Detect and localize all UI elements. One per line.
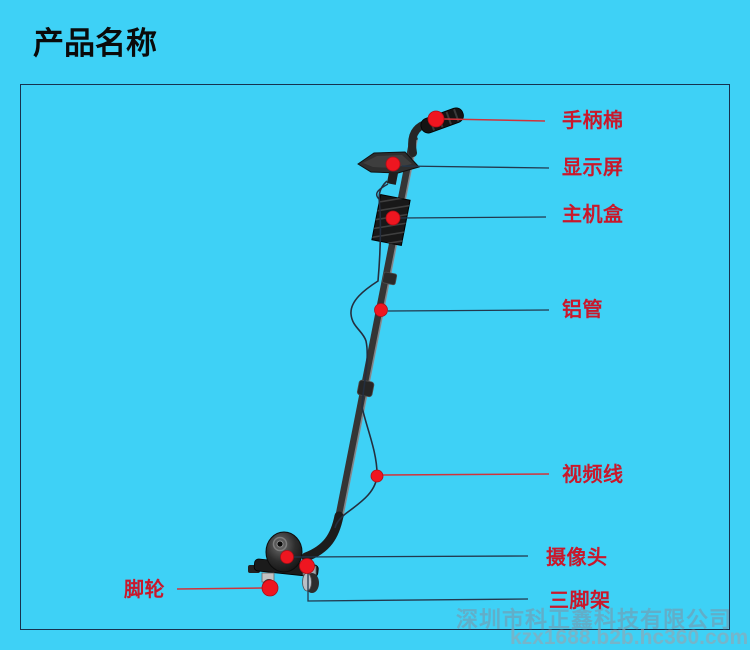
label-aluminum-tube: 铝管 bbox=[562, 299, 603, 321]
label-main-unit-box: 主机盒 bbox=[562, 204, 624, 226]
label-handle-foam: 手柄棉 bbox=[562, 110, 624, 132]
product-panel bbox=[20, 84, 730, 630]
marker-dot-camera-head bbox=[280, 550, 294, 564]
callout-line-aluminum-tube bbox=[387, 309, 550, 312]
video-cable-path bbox=[334, 180, 388, 529]
page-title: 产品名称 bbox=[33, 26, 157, 61]
watermark-company-name: 深圳市科正鑫科技有限公司 bbox=[456, 607, 733, 632]
callout-line-caster-wheel bbox=[176, 587, 265, 590]
marker-dot-video-cable bbox=[370, 469, 384, 483]
label-display-screen: 显示屏 bbox=[562, 157, 624, 179]
label-video-cable: 视频线 bbox=[562, 464, 624, 486]
marker-dot-aluminum-tube bbox=[374, 303, 388, 317]
watermark-url: kzx1688.b2b.hc360.com bbox=[510, 626, 749, 649]
callout-line-video-cable bbox=[382, 473, 550, 476]
pole-joint-clamp bbox=[356, 379, 375, 398]
callout-line-tripod bbox=[307, 572, 529, 602]
marker-dot-display-screen bbox=[385, 156, 401, 172]
pole-bottom-bend bbox=[301, 511, 344, 562]
callout-line-main-unit-box bbox=[399, 216, 547, 219]
marker-dot-tripod bbox=[299, 558, 315, 574]
marker-dot-main-unit-box bbox=[385, 210, 401, 226]
callout-line-camera-head bbox=[293, 555, 529, 558]
callout-line-handle-foam bbox=[443, 118, 546, 122]
label-caster-wheel: 脚轮 bbox=[124, 579, 165, 601]
marker-dot-caster-wheel bbox=[261, 579, 279, 597]
callout-line-display-screen bbox=[401, 165, 550, 169]
label-tripod: 三脚架 bbox=[549, 590, 611, 612]
pole-joint-upper bbox=[382, 271, 398, 286]
marker-dot-handle-foam bbox=[427, 110, 445, 128]
label-camera-head: 摄像头 bbox=[546, 547, 608, 569]
